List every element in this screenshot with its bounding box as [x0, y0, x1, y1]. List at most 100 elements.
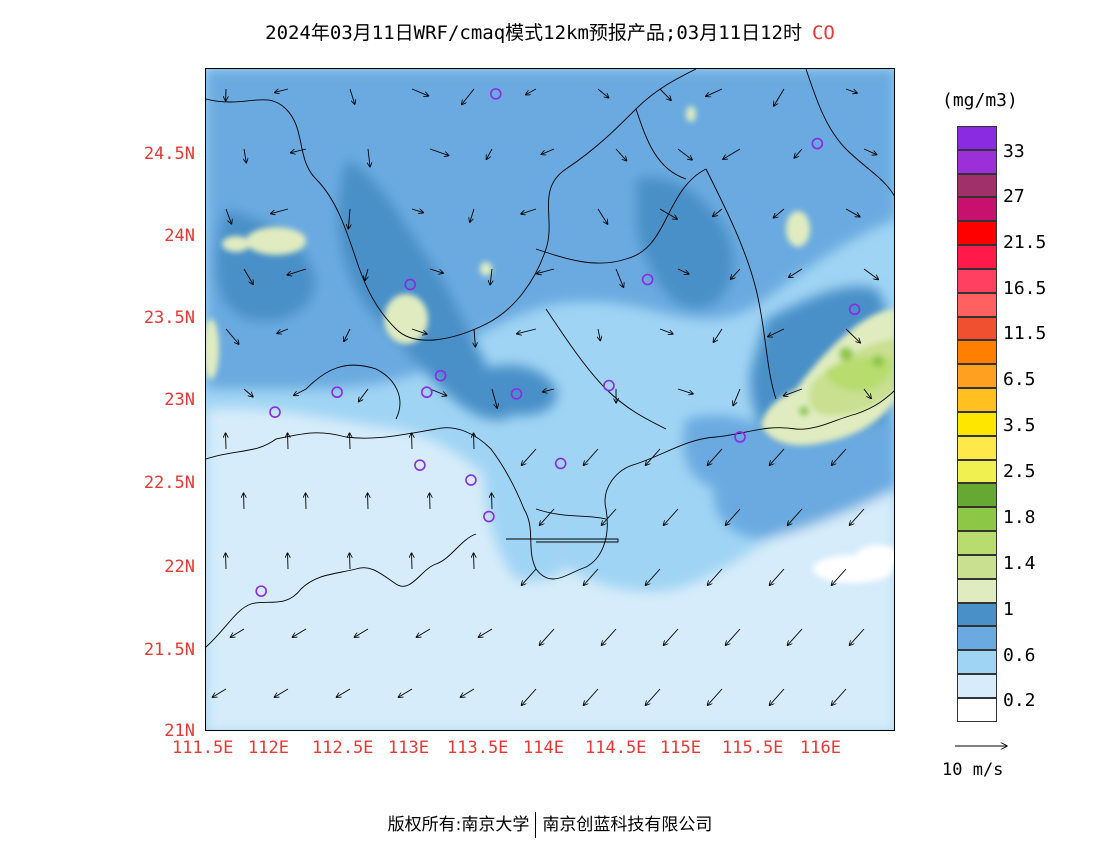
wind-arrow — [769, 568, 785, 585]
title-text: 2024年03月11日WRF/cmaq模式12km预报产品;03月11日12时 — [265, 22, 802, 44]
monitoring-stations — [255, 88, 861, 597]
station-marker — [255, 585, 268, 597]
wind-arrow — [521, 208, 537, 214]
footer-separator — [535, 812, 537, 838]
x-tick-label: 111.5E — [172, 738, 234, 758]
wind-arrow — [521, 688, 537, 705]
x-tick-label: 112.5E — [312, 738, 374, 758]
wind-arrow — [243, 388, 253, 397]
wind-arrow — [794, 148, 803, 158]
wind-arrow — [583, 688, 599, 705]
wind-arrow — [541, 148, 555, 154]
color-legend — [957, 126, 997, 722]
wind-arrow — [277, 328, 289, 333]
y-tick-label: 24N — [164, 226, 195, 246]
y-tick-label: 22N — [164, 557, 195, 577]
co-concentration-map — [205, 68, 895, 731]
wind-arrow — [598, 328, 600, 341]
legend-swatch — [957, 173, 997, 198]
station-marker — [331, 386, 343, 399]
wind-arrow — [462, 88, 475, 105]
legend-swatch — [957, 245, 997, 269]
wind-arrow — [659, 328, 673, 334]
wind-arrow — [615, 148, 627, 161]
legend-swatch — [957, 149, 997, 174]
legend-label: 1.8 — [1003, 507, 1036, 528]
wind-arrow — [845, 88, 857, 93]
legend-swatch — [957, 411, 997, 436]
y-tick-label: 22.5N — [143, 473, 195, 493]
wind-arrow — [769, 448, 785, 465]
wind-arrow — [787, 508, 803, 525]
wind-arrow — [583, 568, 599, 585]
wind-arrow — [849, 508, 865, 525]
wind-arrow — [615, 268, 624, 288]
wind-arrow — [491, 388, 497, 408]
x-tick-label: 113.5E — [447, 738, 509, 758]
wind-arrow — [294, 388, 307, 395]
wind-arrow — [486, 148, 493, 160]
wind-arrow — [768, 328, 785, 337]
copyright-left: 版权所有:南京大学 — [387, 815, 530, 835]
legend-label: 0.2 — [1003, 690, 1036, 711]
legend-swatch — [957, 435, 997, 460]
wind-arrow — [659, 88, 671, 100]
wind-arrow — [707, 568, 723, 585]
wind-arrow — [677, 268, 689, 274]
wind-arrow — [663, 628, 679, 645]
legend-swatch — [957, 126, 997, 150]
wind-arrow — [725, 508, 741, 525]
wind-arrow — [788, 268, 803, 277]
legend-swatch — [957, 483, 997, 508]
wind-arrow — [707, 448, 723, 465]
station-marker — [414, 459, 426, 471]
legend-label: 11.5 — [1003, 323, 1047, 344]
x-tick-label: 114.5E — [585, 738, 647, 758]
station-marker — [404, 278, 417, 291]
wind-arrow — [713, 208, 723, 216]
x-tick-label: 115E — [660, 738, 701, 758]
wind-arrow — [863, 388, 871, 399]
x-tick-label: 115.5E — [722, 738, 784, 758]
legend-label: 1 — [1003, 599, 1014, 620]
wind-arrow — [354, 628, 369, 637]
wind-arrow — [521, 448, 537, 465]
legend-swatch — [957, 650, 997, 675]
legend-swatch — [957, 531, 997, 555]
wind-arrow — [597, 208, 608, 224]
station-marker — [483, 510, 495, 523]
legend-label: 1.4 — [1003, 553, 1036, 574]
station-marker — [489, 88, 502, 100]
wind-arrow — [271, 208, 289, 214]
x-tick-label: 112E — [248, 738, 289, 758]
wind-arrow — [244, 148, 246, 163]
legend-swatch — [957, 602, 997, 627]
map-canvas — [206, 69, 894, 730]
wind-arrow — [539, 508, 555, 525]
legend-label: 6.5 — [1003, 369, 1036, 390]
legend-swatch — [957, 578, 997, 603]
wind-arrow — [225, 328, 239, 344]
wind-arrow — [774, 88, 785, 106]
wind-arrow — [517, 328, 537, 334]
wind-arrow — [677, 388, 693, 394]
wind-arrow — [490, 268, 492, 285]
wind-arrow — [831, 568, 847, 585]
wind-arrow — [225, 208, 232, 224]
wind-arrow — [287, 268, 307, 275]
legend-swatch — [957, 626, 997, 651]
wind-arrow — [583, 448, 599, 465]
wind-arrow — [831, 688, 847, 705]
wind-arrow — [645, 448, 661, 465]
wind-arrow — [733, 388, 741, 406]
wind-arrow — [521, 568, 537, 585]
station-marker — [465, 474, 477, 486]
station-marker — [734, 431, 746, 443]
wind-arrow — [539, 628, 555, 645]
wind-arrow — [429, 388, 447, 396]
coastline — [206, 69, 894, 648]
wind-arrow — [358, 388, 369, 402]
wind-arrow — [336, 688, 351, 697]
station-marker — [421, 386, 433, 399]
x-tick-label: 114E — [523, 738, 564, 758]
